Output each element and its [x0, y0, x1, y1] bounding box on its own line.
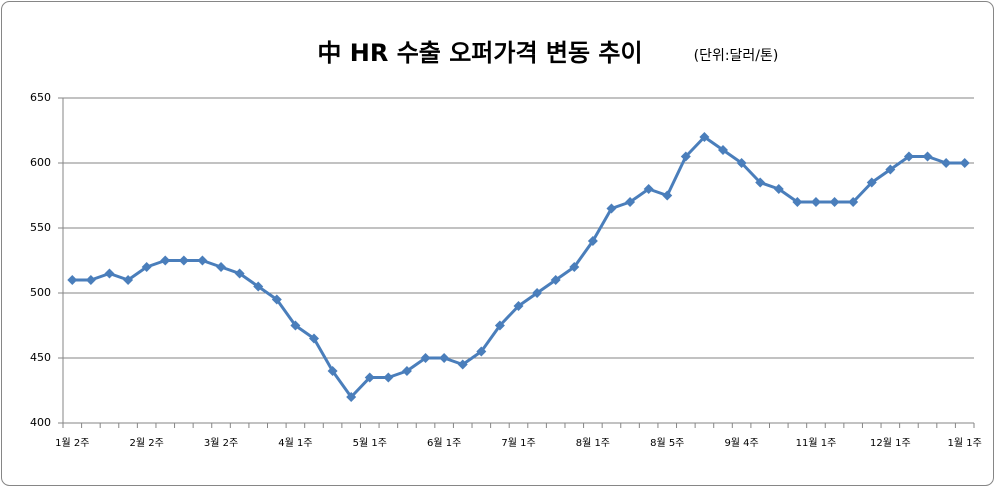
data-point [643, 184, 654, 194]
data-point [587, 236, 598, 246]
data-point [885, 164, 896, 175]
data-point [550, 275, 561, 285]
data-point [85, 275, 96, 285]
data-point [699, 132, 710, 142]
data-point [141, 262, 152, 272]
data-point [532, 288, 543, 298]
y-tick-label: 600 [30, 156, 51, 169]
x-tick-label: 3월 2주 [204, 437, 238, 449]
data-point [457, 359, 468, 370]
x-tick-label: 12월 1주 [870, 437, 911, 449]
data-point [755, 177, 766, 188]
data-point [718, 145, 729, 155]
x-tick-label: 5월 1주 [353, 437, 387, 449]
x-tick-label: 8월 5주 [650, 437, 684, 449]
x-tick-label: 8월 1주 [576, 437, 610, 449]
data-point [346, 392, 357, 402]
data-point [680, 151, 691, 162]
data-point [160, 255, 171, 266]
x-tick-label: 1월 2주 [55, 437, 89, 449]
data-point [773, 184, 784, 194]
data-point [569, 262, 580, 272]
chart-subtitle: (단위:달러/톤) [694, 48, 779, 64]
data-point [420, 353, 431, 363]
data-point [866, 177, 877, 188]
data-point [383, 372, 394, 383]
y-tick-label: 400 [30, 416, 51, 429]
data-point [810, 197, 821, 207]
data-point [308, 333, 319, 344]
y-tick-label: 450 [30, 351, 51, 364]
data-point [327, 366, 338, 376]
data-point [234, 268, 245, 279]
data-point [104, 268, 115, 279]
data-point [253, 281, 264, 292]
x-tick-label: 4월 1주 [278, 437, 312, 449]
y-tick-label: 500 [30, 286, 51, 299]
data-point [178, 255, 189, 266]
x-tick-label: 7월 1주 [501, 437, 535, 449]
data-point [625, 197, 636, 207]
data-point [476, 346, 487, 357]
x-tick-label: 6월 1주 [427, 437, 461, 449]
data-point [290, 320, 301, 331]
data-point [941, 158, 952, 168]
data-point [401, 366, 412, 376]
data-point [494, 320, 505, 331]
data-point [123, 275, 134, 285]
x-tick-label: 2월 2주 [130, 437, 164, 449]
data-point [197, 255, 208, 266]
data-point [829, 197, 840, 207]
data-point [606, 203, 617, 214]
data-point [792, 197, 803, 207]
data-point [922, 151, 933, 162]
data-point [959, 158, 970, 168]
data-point [513, 301, 524, 311]
data-point [364, 372, 375, 383]
y-tick-label: 550 [30, 221, 51, 234]
chart-title: 中 HR 수출 오퍼가격 변동 추이 [317, 39, 642, 67]
x-tick-label: 11월 1주 [796, 437, 837, 449]
data-point [903, 151, 914, 162]
x-tick-label: 9월 4주 [724, 437, 758, 449]
data-point [736, 158, 747, 168]
data-point [439, 353, 450, 363]
y-tick-label: 650 [30, 91, 51, 104]
data-point [216, 262, 227, 272]
x-tick-label: 1월 1주 [948, 437, 982, 449]
data-point [271, 294, 282, 305]
data-point [662, 190, 673, 201]
data-point [67, 275, 78, 285]
data-point [848, 197, 859, 207]
